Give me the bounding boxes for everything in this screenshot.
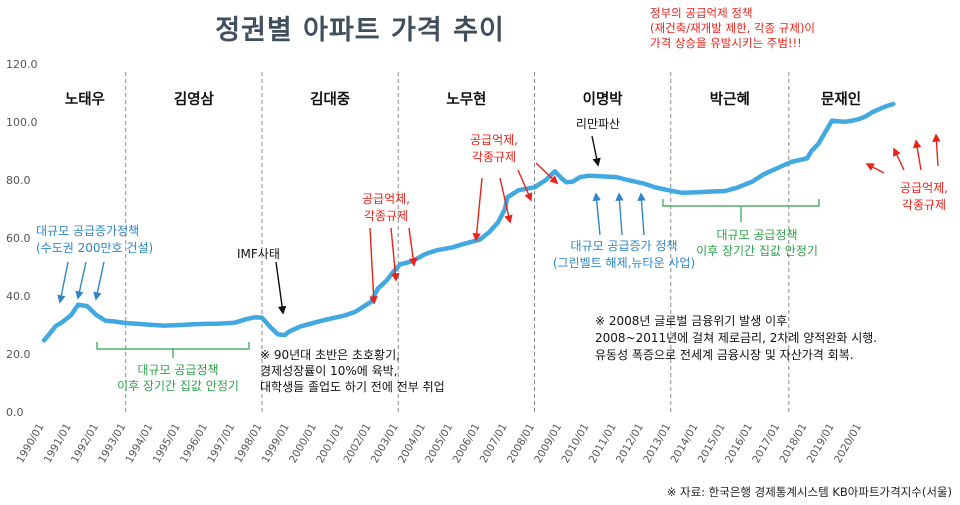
policy-note: 정부의 공급억제 정책 (재건축/재개발 제한, 각종 규제)이 가격 상승을 … (650, 6, 815, 51)
y-tick-label: 40.0 (6, 290, 31, 303)
arrow-blue (592, 192, 601, 236)
arrow-red (913, 139, 922, 171)
arrow-blue (615, 192, 624, 236)
annotation-restrict-kdj: 공급억제, (362, 192, 410, 206)
annotation-restrict-kdj: 각종규제 (364, 209, 408, 223)
y-tick-label: 0.0 (6, 406, 24, 419)
annotation-supply-increase-2: (그린벨트 해제,뉴타운 사업) (553, 256, 695, 270)
policy-note-line: 정부의 공급억제 정책 (650, 6, 753, 20)
x-tick-label: 2020/01 (832, 422, 864, 466)
annotation-restrict-moon: 공급억제, (900, 181, 948, 195)
annotation-supply-increase-2: 대규모 공급증가 정책 (571, 238, 678, 253)
era-label: 노태우 (65, 91, 105, 108)
y-tick-label: 80.0 (6, 174, 31, 187)
arrow-red (865, 163, 885, 174)
y-tick-label: 120.0 (6, 58, 38, 71)
source-note: ※ 자료: 한국은행 경제통계시스템 KB아파트가격지수(서울) (666, 485, 952, 499)
annotation-restrict-roh: 공급억제, (470, 133, 518, 147)
annotation-restrict-roh: 각종규제 (472, 150, 516, 164)
y-tick-label: 100.0 (6, 116, 38, 129)
annotation-stable-1: 이후 장기간 집값 안정기 (117, 379, 239, 393)
annotation-2008-note: 2008~2011년에 걸쳐 제로금리, 2차례 양적완화 시행. (595, 330, 877, 345)
annotation-supply-increase-1: 대규모 공급증가정책 (36, 223, 139, 238)
chart-title: 정권별 아파트 가격 추이 (215, 15, 505, 46)
era-label: 이명박 (583, 90, 624, 108)
policy-note-line: (재건축/재개발 제한, 각종 규제)이 (650, 21, 816, 35)
annotation-stable-2: 대규모 공급정책 (716, 227, 797, 242)
arrow-blue (637, 192, 646, 236)
arrow-red (893, 147, 905, 171)
y-tick-label: 60.0 (6, 232, 31, 245)
arrow-red (517, 169, 533, 202)
era-label: 문재인 (821, 90, 861, 108)
arrow-red (535, 162, 559, 185)
arrow-lehman (591, 135, 601, 167)
y-tick-label: 20.0 (6, 348, 31, 361)
arrow-imf (275, 261, 287, 315)
annotation-90s-note: 경제성장률이 10%에 육박, (260, 364, 397, 378)
annotation-restrict-moon: 각종규제 (902, 198, 946, 212)
annotation-2008-note: 유동성 폭증으로 전세계 금융시장 및 자산가격 회복. (595, 348, 854, 362)
arrow-blue (93, 261, 105, 301)
arrow-blue (75, 261, 87, 300)
annotation-imf: IMF사태 (237, 247, 280, 261)
stable-bracket-1 (96, 342, 250, 358)
era-label: 박근혜 (710, 91, 750, 108)
policy-note-line: 가격 상승을 유발시키는 주범!!! (650, 36, 802, 50)
arrow-red (472, 177, 483, 242)
arrow-red (390, 227, 400, 282)
annotation-supply-increase-1: (수도권 200만호 건설) (36, 241, 153, 255)
stable-bracket-2 (662, 199, 820, 222)
price-index-line (41, 101, 896, 343)
annotation-stable-2: 이후 장기간 집값 안정기 (696, 244, 818, 258)
annotation-2008-note: ※ 2008년 글로벌 금융위기 발생 이후 (595, 314, 787, 328)
arrow-red (499, 177, 513, 224)
arrow-red (369, 227, 378, 305)
annotation-90s-note: 대학생들 졸업도 하기 전에 전부 취업 (260, 380, 445, 394)
annotation-stable-1: 대규모 공급정책 (137, 362, 218, 377)
arrow-red (408, 227, 418, 267)
arrow-red (932, 133, 941, 167)
era-label: 노무현 (446, 91, 486, 108)
arrow-blue (57, 261, 69, 304)
era-label: 김영삼 (174, 90, 215, 108)
annotation-lehman: 리만파산 (576, 117, 620, 131)
annotation-90s-note: ※ 90년대 초반은 초호황기, (260, 348, 400, 362)
era-label: 김대중 (310, 90, 350, 108)
